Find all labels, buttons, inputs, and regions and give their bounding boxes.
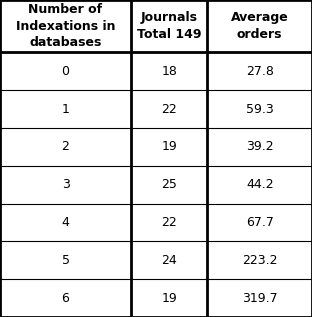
Text: 4: 4 [61, 216, 70, 229]
Text: 59.3: 59.3 [246, 102, 274, 115]
Text: 3: 3 [61, 178, 70, 191]
Text: Number of
Indexations in
databases: Number of Indexations in databases [16, 3, 115, 49]
Text: 27.8: 27.8 [246, 65, 274, 78]
Text: 0: 0 [61, 65, 70, 78]
Text: 24: 24 [161, 254, 177, 267]
Text: 319.7: 319.7 [242, 292, 278, 305]
Text: 6: 6 [61, 292, 70, 305]
Text: 2: 2 [61, 140, 70, 153]
Text: 39.2: 39.2 [246, 140, 274, 153]
Text: 19: 19 [161, 292, 177, 305]
Text: 22: 22 [161, 216, 177, 229]
Text: 223.2: 223.2 [242, 254, 277, 267]
Text: Average
orders: Average orders [231, 11, 289, 41]
Text: 25: 25 [161, 178, 177, 191]
Text: 19: 19 [161, 140, 177, 153]
Text: 1: 1 [61, 102, 70, 115]
Text: 22: 22 [161, 102, 177, 115]
Text: 67.7: 67.7 [246, 216, 274, 229]
Text: 18: 18 [161, 65, 177, 78]
Text: 44.2: 44.2 [246, 178, 274, 191]
Text: Journals
Total 149: Journals Total 149 [137, 11, 202, 41]
Text: 5: 5 [61, 254, 70, 267]
